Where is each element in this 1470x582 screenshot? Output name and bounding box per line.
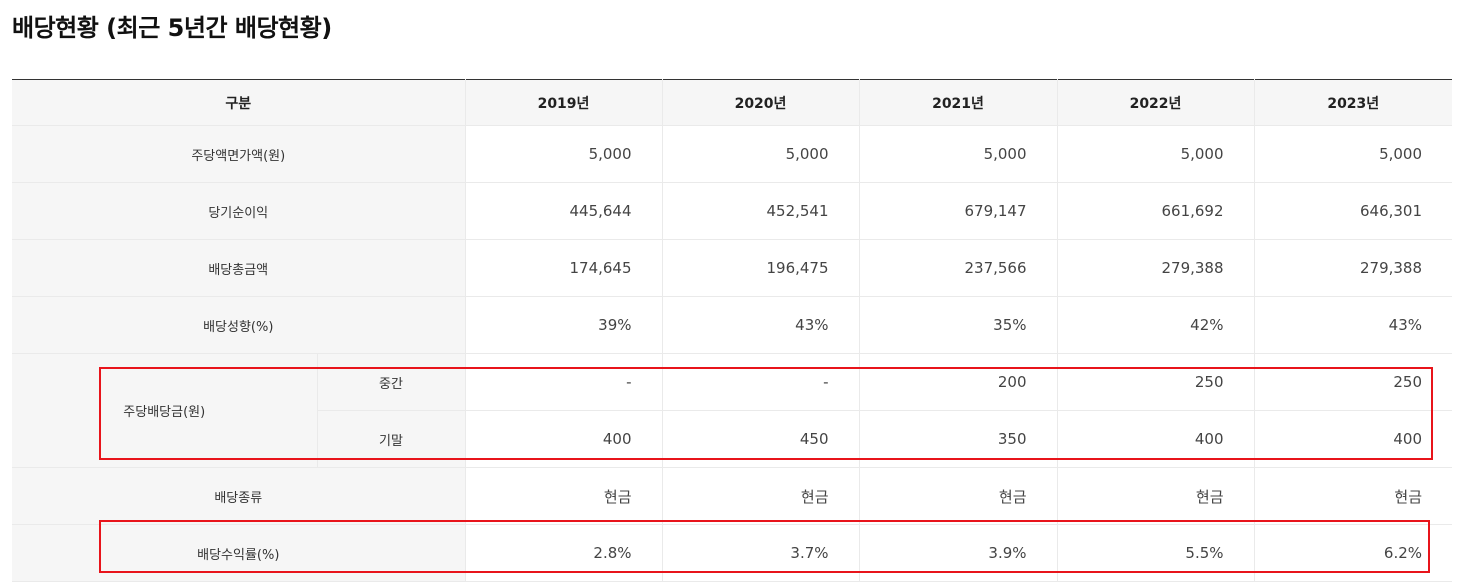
header-category: 구분 [12, 79, 466, 126]
dividend-table: 구분 2019년 2020년 2021년 2022년 2023년 주당액면가액(… [12, 79, 1453, 582]
table-cell: 35% [858, 296, 1058, 354]
table-row-total-dividend: 배당총금액 174,645 196,475 237,566 279,388 27… [12, 239, 1453, 297]
row-label: 배당수익률(%) [12, 524, 466, 582]
table-cell: 174,645 [464, 239, 663, 297]
table-cell: 5,000 [1253, 125, 1453, 183]
table-cell: 3.7% [661, 524, 860, 582]
table-cell: 250 [1056, 353, 1255, 411]
table-cell: 현금 [1253, 467, 1453, 525]
table-cell: 현금 [1056, 467, 1255, 525]
table-cell: 679,147 [858, 182, 1058, 240]
table-row-dividend-type: 배당종류 현금 현금 현금 현금 현금 [12, 467, 1453, 525]
row-label: 배당종류 [12, 467, 466, 525]
table-header-row: 구분 2019년 2020년 2021년 2022년 2023년 [12, 79, 1453, 126]
table-cell: 250 [1253, 353, 1453, 411]
row-label-dps: 주당배당금(원) [12, 353, 317, 468]
table-cell: 3.9% [858, 524, 1058, 582]
table-cell: 279,388 [1253, 239, 1453, 297]
header-year-2021: 2021년 [858, 79, 1058, 126]
row-sublabel-final: 기말 [316, 410, 466, 468]
table-cell: 43% [1253, 296, 1453, 354]
table-cell: 350 [858, 410, 1058, 468]
table-cell: 5.5% [1056, 524, 1255, 582]
table-row-dps-interim: 주당배당금(원) 중간 - - 200 250 250 [12, 353, 1453, 468]
table-cell: 661,692 [1056, 182, 1255, 240]
table-cell: 5,000 [858, 125, 1058, 183]
table-cell: 6.2% [1253, 524, 1453, 582]
table-cell: 196,475 [661, 239, 860, 297]
row-label: 배당총금액 [12, 239, 466, 297]
header-year-2019: 2019년 [464, 79, 663, 126]
row-label: 당기순이익 [12, 182, 466, 240]
row-label: 배당성향(%) [12, 296, 466, 354]
table-cell: 5,000 [661, 125, 860, 183]
table-cell: 5,000 [1056, 125, 1255, 183]
table-cell: 237,566 [858, 239, 1058, 297]
table-row-face-value: 주당액면가액(원) 5,000 5,000 5,000 5,000 5,000 [12, 125, 1453, 183]
table-row-net-income: 당기순이익 445,644 452,541 679,147 661,692 64… [12, 182, 1453, 240]
table-cell: 39% [464, 296, 663, 354]
table-cell: 42% [1056, 296, 1255, 354]
header-year-2023: 2023년 [1253, 79, 1453, 126]
table-cell: 400 [1056, 410, 1255, 468]
table-cell: 현금 [858, 467, 1058, 525]
table-cell: 279,388 [1056, 239, 1255, 297]
header-year-2020: 2020년 [661, 79, 860, 126]
table-cell: 452,541 [661, 182, 860, 240]
table-cell: 2.8% [464, 524, 663, 582]
table-cell: 445,644 [464, 182, 663, 240]
table-cell: 646,301 [1253, 182, 1453, 240]
row-sublabel-interim: 중간 [316, 353, 466, 411]
table-cell: 현금 [661, 467, 860, 525]
row-label: 주당액면가액(원) [12, 125, 466, 183]
table-cell: - [464, 353, 663, 411]
table-cell: 200 [858, 353, 1058, 411]
table-cell: 400 [1253, 410, 1453, 468]
table-cell: - [661, 353, 860, 411]
table-cell: 43% [661, 296, 860, 354]
table-cell: 400 [464, 410, 663, 468]
page-title: 배당현황 (최근 5년간 배당현황) [12, 14, 332, 42]
table-cell: 450 [661, 410, 860, 468]
table-row-dps-final: 기말 400 450 350 400 400 [12, 410, 1453, 468]
header-year-2022: 2022년 [1056, 79, 1255, 126]
table-row-payout-ratio: 배당성향(%) 39% 43% 35% 42% 43% [12, 296, 1453, 354]
table-cell: 5,000 [464, 125, 663, 183]
table-cell: 현금 [464, 467, 663, 525]
table-row-dividend-yield: 배당수익률(%) 2.8% 3.7% 3.9% 5.5% 6.2% [12, 524, 1453, 582]
